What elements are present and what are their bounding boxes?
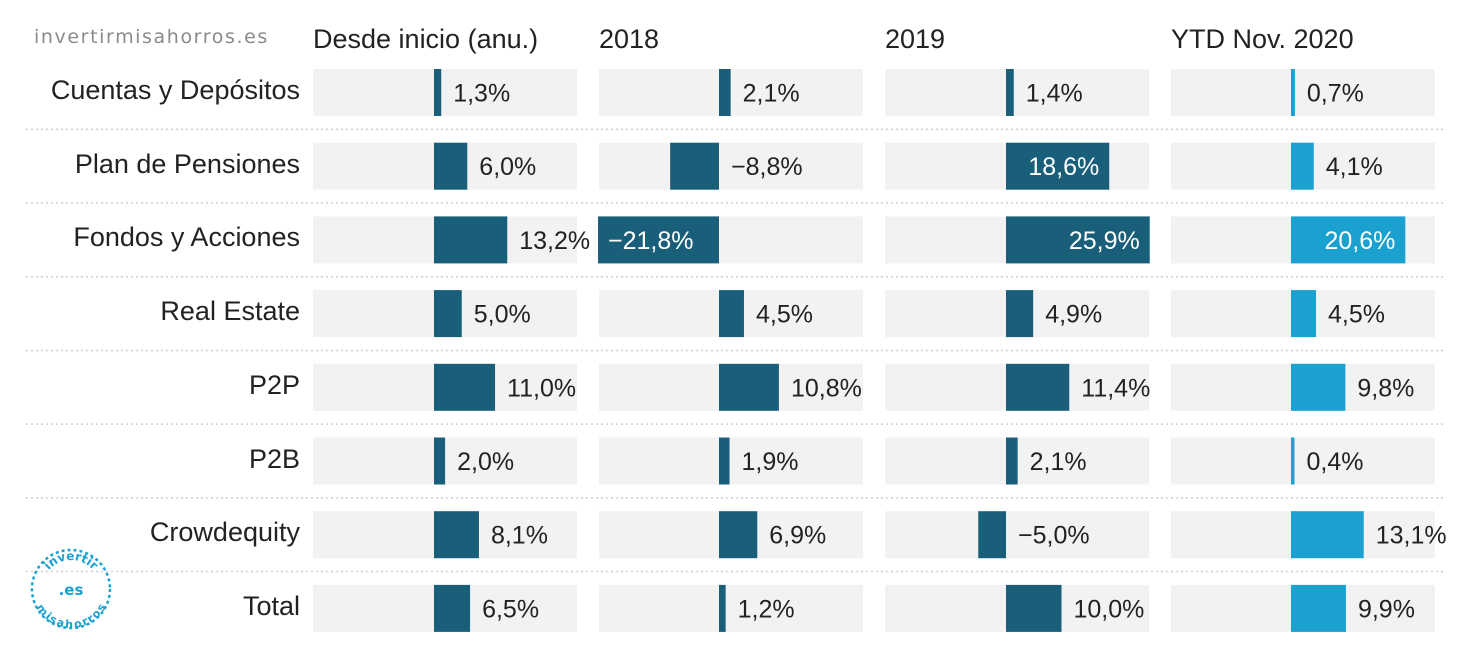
bar xyxy=(1291,584,1346,632)
bar xyxy=(434,216,508,264)
bar xyxy=(1291,290,1316,338)
value-label: 10,8% xyxy=(791,374,862,402)
row-label: Total xyxy=(242,590,300,621)
value-label: 2,1% xyxy=(743,80,800,108)
bar-track xyxy=(599,584,863,632)
value-label: 1,2% xyxy=(738,595,795,623)
bar-track xyxy=(599,69,863,116)
bar xyxy=(719,290,744,338)
value-label: 11,0% xyxy=(507,374,576,402)
row-label: Crowdequity xyxy=(149,517,300,548)
bar xyxy=(719,511,758,559)
value-label: 0,7% xyxy=(1307,80,1364,108)
bar xyxy=(434,584,471,632)
bar-track xyxy=(599,437,863,485)
value-label: 0,4% xyxy=(1307,448,1364,476)
value-label: 9,8% xyxy=(1357,374,1414,402)
value-label: −8,8% xyxy=(731,153,803,181)
bar xyxy=(1006,216,1150,264)
column-header: 2018 xyxy=(599,24,660,54)
row-label: Plan de Pensiones xyxy=(74,148,300,179)
bar xyxy=(1291,216,1406,264)
value-label: 13,2% xyxy=(519,227,590,255)
bar xyxy=(1291,363,1346,411)
bar xyxy=(719,584,726,632)
row-label: P2B xyxy=(248,443,300,474)
bar xyxy=(598,216,719,264)
bar xyxy=(1006,290,1034,338)
bar-track xyxy=(1171,437,1435,485)
bar xyxy=(1006,142,1110,190)
value-label: 25,9% xyxy=(1069,227,1140,255)
bar xyxy=(434,511,479,559)
value-label: 4,1% xyxy=(1326,153,1383,181)
bar xyxy=(1291,69,1295,116)
invertirmisahorros-logo: invertir .es misahorros xyxy=(30,548,112,630)
logo-text-bottom: misahorros xyxy=(34,601,109,630)
value-label: 11,4% xyxy=(1081,374,1150,402)
row-label: Fondos y Acciones xyxy=(73,222,300,253)
logo-text-top: invertir xyxy=(41,549,101,572)
row-label: Real Estate xyxy=(160,296,300,327)
row-label: Cuentas y Depósitos xyxy=(50,75,300,105)
bar xyxy=(434,290,462,338)
bar-track xyxy=(599,142,863,190)
bar xyxy=(434,69,442,116)
bar-track xyxy=(885,69,1149,116)
value-label: 10,0% xyxy=(1074,595,1145,623)
bar xyxy=(434,437,446,485)
value-label: 9,9% xyxy=(1358,595,1415,623)
value-label: 1,3% xyxy=(453,80,510,108)
bar xyxy=(719,69,731,116)
value-label: 6,5% xyxy=(482,595,539,623)
bar xyxy=(1006,437,1018,485)
bar xyxy=(1006,363,1070,411)
value-label: 4,9% xyxy=(1045,301,1102,329)
bar xyxy=(1006,69,1014,116)
column-header: Desde inicio (anu.) xyxy=(313,24,539,54)
value-label: 18,6% xyxy=(1028,153,1099,181)
column-header: YTD Nov. 2020 xyxy=(1171,24,1354,54)
bar xyxy=(1291,142,1314,190)
bar xyxy=(670,142,719,190)
value-label: −5,0% xyxy=(1018,522,1090,550)
value-label: 8,1% xyxy=(491,522,548,550)
row-label: P2P xyxy=(248,369,300,400)
value-label: 6,0% xyxy=(479,153,536,181)
value-label: 6,9% xyxy=(769,522,826,550)
value-label: 1,9% xyxy=(742,448,799,476)
bar xyxy=(434,363,496,411)
logo-text-mid: .es xyxy=(59,581,84,599)
value-label: 5,0% xyxy=(474,301,531,329)
value-label: 20,6% xyxy=(1324,227,1395,255)
bar xyxy=(1006,584,1062,632)
bar xyxy=(1291,437,1295,485)
value-label: 1,4% xyxy=(1026,80,1083,108)
bar-track xyxy=(1171,69,1435,116)
value-label: 4,5% xyxy=(1328,301,1385,329)
bar xyxy=(434,142,468,190)
bar-track xyxy=(885,511,1149,559)
bar xyxy=(719,363,779,411)
value-label: 4,5% xyxy=(756,301,813,329)
bar-track xyxy=(313,69,577,116)
bar xyxy=(719,437,730,485)
value-label: −21,8% xyxy=(608,227,694,255)
value-label: 2,1% xyxy=(1030,448,1087,476)
bar xyxy=(978,511,1006,559)
value-label: 13,1% xyxy=(1376,522,1447,550)
bar xyxy=(1291,511,1364,559)
site-url: invertirmisahorros.es xyxy=(34,26,269,48)
column-header: 2019 xyxy=(885,24,946,54)
value-label: 2,0% xyxy=(457,448,514,476)
